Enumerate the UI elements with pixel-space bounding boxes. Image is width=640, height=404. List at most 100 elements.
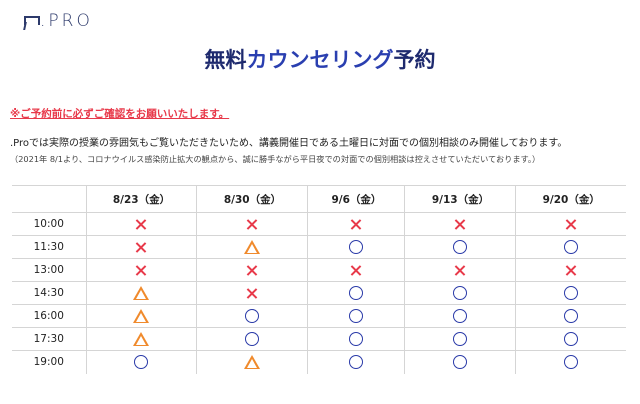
unavailable-cross-icon [136, 265, 146, 275]
available-circle-icon[interactable] [134, 355, 149, 370]
slot-cell[interactable] [515, 327, 626, 351]
slot-cell [404, 212, 516, 236]
limited-triangle-icon[interactable] [133, 309, 150, 323]
available-circle-icon[interactable] [245, 332, 260, 346]
slot-cell [307, 212, 405, 236]
time-cell: 19:00 [12, 350, 86, 374]
available-circle-icon[interactable] [453, 355, 468, 370]
available-circle-icon[interactable] [349, 332, 364, 346]
schedule-row: 10:00 [12, 212, 626, 236]
slot-cell[interactable] [515, 235, 626, 259]
available-circle-icon[interactable] [349, 309, 364, 323]
slot-cell[interactable] [515, 350, 626, 374]
date-header: 9/6（金） [307, 185, 405, 213]
slot-cell[interactable] [404, 327, 516, 351]
slot-cell[interactable] [196, 304, 308, 328]
date-header: 8/30（金） [196, 185, 308, 213]
time-cell: 13:00 [12, 258, 86, 282]
slot-cell[interactable] [307, 281, 405, 305]
time-header [12, 185, 86, 213]
logo-text: .PRO [40, 11, 93, 31]
slot-cell [404, 258, 516, 282]
unavailable-cross-icon [455, 265, 465, 275]
available-circle-icon[interactable] [349, 286, 364, 300]
schedule-row: 19:00 [12, 350, 626, 374]
slot-cell[interactable] [404, 281, 516, 305]
slot-cell[interactable] [307, 304, 405, 328]
slot-cell[interactable] [85, 327, 197, 351]
booking-notice: ※ご予約前に必ずご確認をお願いいたします。 [10, 108, 230, 120]
slot-cell[interactable] [85, 304, 197, 328]
page-title: 無料カウンセリング予約 [0, 44, 640, 74]
slot-cell [196, 212, 308, 236]
date-header: 9/13（金） [404, 185, 516, 213]
available-circle-icon[interactable] [453, 240, 468, 254]
time-cell: 11:30 [12, 235, 86, 259]
slot-cell [515, 258, 626, 282]
slot-cell[interactable] [196, 350, 308, 374]
slot-cell[interactable] [307, 327, 405, 351]
slot-cell [307, 258, 405, 282]
brand-logo[interactable]: .PRO [24, 12, 93, 30]
available-circle-icon[interactable] [564, 355, 579, 370]
slot-cell[interactable] [196, 235, 308, 259]
unavailable-cross-icon [247, 265, 257, 275]
unavailable-cross-icon [351, 219, 361, 229]
slot-cell [85, 212, 197, 236]
title-suffix: 予約 [393, 48, 436, 72]
schedule-row: 13:00 [12, 258, 626, 282]
slot-cell[interactable] [85, 350, 197, 374]
slot-cell[interactable] [404, 304, 516, 328]
schedule-row: 14:30 [12, 281, 626, 305]
title-accent: カウンセリング [246, 48, 394, 72]
unavailable-cross-icon [566, 265, 576, 275]
limited-triangle-icon[interactable] [244, 240, 261, 254]
limited-triangle-icon[interactable] [244, 355, 261, 370]
available-circle-icon[interactable] [349, 240, 364, 254]
available-circle-icon[interactable] [453, 286, 468, 300]
unavailable-cross-icon [455, 219, 465, 229]
time-cell: 10:00 [12, 212, 86, 236]
schedule-row: 17:30 [12, 327, 626, 351]
available-circle-icon[interactable] [453, 332, 468, 346]
slot-cell [515, 212, 626, 236]
schedule-header-row: 8/23（金） 8/30（金） 9/6（金） 9/13（金） 9/20（金） [12, 185, 626, 213]
schedule-table: 8/23（金） 8/30（金） 9/6（金） 9/13（金） 9/20（金） 1… [12, 185, 626, 374]
slot-cell[interactable] [85, 281, 197, 305]
slot-cell [85, 235, 197, 259]
limited-triangle-icon[interactable] [133, 286, 150, 300]
slot-cell [196, 281, 308, 305]
available-circle-icon[interactable] [349, 355, 364, 370]
available-circle-icon[interactable] [564, 332, 579, 346]
booking-description: .Proでは実際の授業の雰囲気もご覧いただきたいため、講義開催日である土曜日に対… [10, 138, 568, 149]
slot-cell [196, 258, 308, 282]
unavailable-cross-icon [247, 219, 257, 229]
available-circle-icon[interactable] [564, 286, 579, 300]
slot-cell[interactable] [515, 281, 626, 305]
schedule-row: 11:30 [12, 235, 626, 259]
date-header: 9/20（金） [515, 185, 626, 213]
slot-cell[interactable] [307, 235, 405, 259]
schedule-row: 16:00 [12, 304, 626, 328]
time-cell: 17:30 [12, 327, 86, 351]
slot-cell[interactable] [404, 235, 516, 259]
unavailable-cross-icon [566, 219, 576, 229]
limited-triangle-icon[interactable] [133, 332, 150, 346]
available-circle-icon[interactable] [453, 309, 468, 323]
time-cell: 14:30 [12, 281, 86, 305]
unavailable-cross-icon [136, 219, 146, 229]
booking-sub-description: （2021年 8/1より、コロナウイルス感染防止拡大の観点から、誠に勝手ながら平… [10, 154, 541, 164]
available-circle-icon[interactable] [564, 240, 579, 254]
unavailable-cross-icon [351, 265, 361, 275]
available-circle-icon[interactable] [245, 309, 260, 323]
slot-cell[interactable] [515, 304, 626, 328]
slot-cell[interactable] [404, 350, 516, 374]
title-prefix: 無料 [204, 48, 247, 72]
unavailable-cross-icon [136, 242, 146, 252]
slot-cell [85, 258, 197, 282]
slot-cell[interactable] [196, 327, 308, 351]
slot-cell[interactable] [307, 350, 405, 374]
unavailable-cross-icon [247, 288, 257, 298]
logo-mark-icon [24, 14, 40, 30]
available-circle-icon[interactable] [564, 309, 579, 323]
